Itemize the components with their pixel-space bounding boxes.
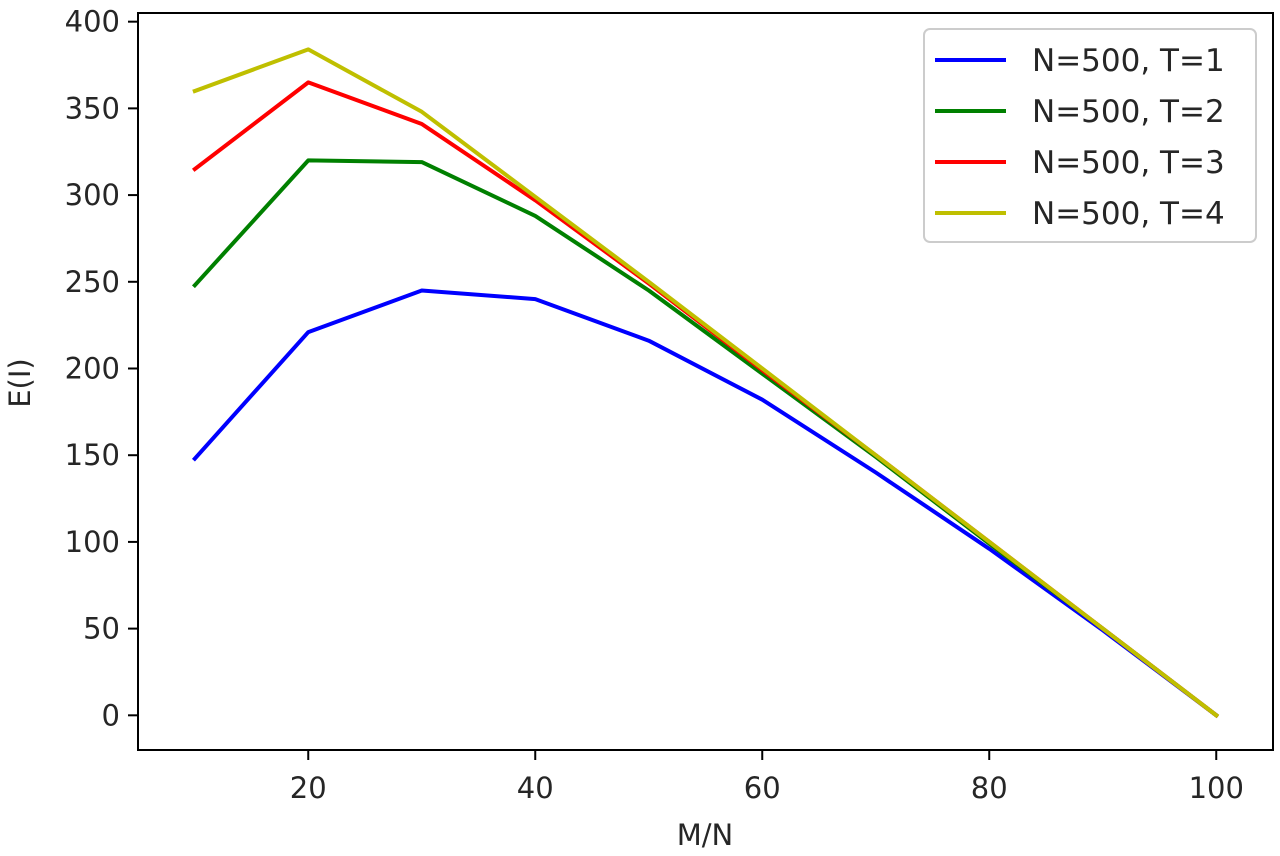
y-tick-label: 50 [83, 612, 120, 646]
series-lines [191, 47, 1220, 719]
legend-label-3: N=500, T=3 [1032, 145, 1225, 181]
x-tick-label: 60 [744, 771, 781, 805]
legend-box [923, 28, 1257, 243]
x-axis-label: M/N [677, 818, 734, 852]
y-tick-label: 350 [65, 91, 120, 125]
y-tick-label: 250 [65, 265, 120, 299]
y-tick-label: 100 [65, 525, 120, 559]
legend-label-1: N=500, T=1 [1032, 43, 1225, 79]
x-axis: 20 40 60 80 100 [290, 750, 1244, 805]
series-line-4 [192, 47, 1220, 719]
legend: N=500, T=1 N=500, T=2 N=500, T=3 N=500, T=4 [923, 28, 1257, 243]
y-axis-label: E(I) [3, 358, 37, 408]
series-line-1 [191, 288, 1220, 719]
y-tick-label: 400 [65, 5, 120, 39]
x-tick-label: 20 [290, 771, 327, 805]
legend-label-4: N=500, T=4 [1032, 196, 1225, 232]
legend-label-2: N=500, T=2 [1032, 94, 1225, 130]
y-tick-label: 200 [65, 351, 120, 385]
y-axis: 0 50 100 150 200 250 300 350 400 [65, 5, 138, 732]
y-tick-label: 0 [102, 698, 120, 732]
x-tick-label: 100 [1189, 771, 1244, 805]
x-tick-label: 40 [517, 771, 554, 805]
y-tick-label: 150 [65, 438, 120, 472]
x-tick-label: 80 [971, 771, 1008, 805]
y-tick-label: 300 [65, 178, 120, 212]
plot-frame [137, 12, 1274, 751]
